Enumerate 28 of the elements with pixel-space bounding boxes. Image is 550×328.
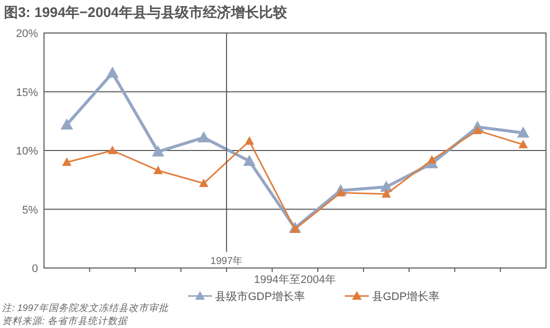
- point: [62, 158, 72, 166]
- point: [518, 140, 528, 148]
- point: [244, 136, 254, 145]
- y-tick-label: 0: [32, 263, 38, 275]
- text: 资料来源: 各省市县统计数据: [2, 315, 128, 327]
- annotation: 1997年: [210, 255, 243, 267]
- point: [198, 132, 210, 142]
- chart-title: 图3: 1994年−2004年县与县级市经济增长比较: [4, 4, 288, 20]
- point: [154, 166, 162, 174]
- point: [243, 155, 256, 166]
- point: [428, 156, 436, 164]
- y-tick-label: 20%: [16, 28, 38, 40]
- point: [108, 146, 117, 154]
- text: 注: 1997年国务院发文冻结县改市审批: [2, 302, 170, 314]
- point: [106, 67, 118, 78]
- x-axis-title: 1994年至2004年: [254, 274, 336, 286]
- point: [336, 188, 346, 196]
- legend-label: 县GDP增长率: [372, 290, 440, 303]
- y-tick-label: 10%: [16, 146, 38, 158]
- y-tick-label: 15%: [16, 86, 38, 99]
- point: [517, 126, 530, 138]
- point: [152, 146, 164, 156]
- point: [382, 190, 391, 198]
- legend-label: 县级市GDP增长率: [215, 290, 305, 303]
- point: [473, 126, 482, 134]
- point: [60, 118, 73, 130]
- y-tick-label: 5%: [22, 204, 38, 216]
- point: [199, 179, 208, 187]
